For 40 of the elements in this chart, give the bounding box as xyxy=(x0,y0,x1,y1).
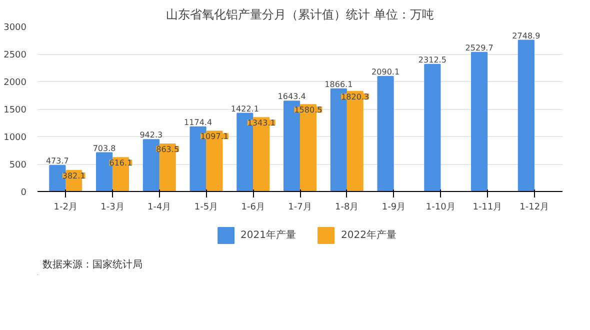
y-tick-label: 1000 xyxy=(4,133,27,143)
x-tick-label: 1-2月 xyxy=(54,202,78,212)
legend-label: 2021年产量 xyxy=(240,228,296,242)
data-label: 2090.1 xyxy=(372,68,400,77)
x-tick-label: 1-4月 xyxy=(148,202,172,212)
legend-label: 2022年产量 xyxy=(341,228,396,242)
data-label: 2748.9 xyxy=(512,31,540,40)
x-tick-label: 1-5月 xyxy=(194,202,218,212)
x-tick-label: 1-6月 xyxy=(241,202,265,212)
data-label: 1580.5 xyxy=(294,106,322,115)
data-label: 473.7 xyxy=(46,156,69,166)
data-label: 1820.3 xyxy=(341,92,370,102)
y-tick-label: 2000 xyxy=(4,78,27,88)
y-tick-label: 3000 xyxy=(4,23,27,33)
data-label: 1643.4 xyxy=(278,92,306,102)
x-tick-label: 1-11月 xyxy=(472,202,502,212)
data-label: 1174.4 xyxy=(184,118,212,127)
chart-title: 山东省氧化铝产量分月（累计值）统计 单位：万吨 xyxy=(166,8,434,22)
y-tick-label: 0 xyxy=(20,188,27,198)
y-tick-label: 2500 xyxy=(4,50,27,60)
data-label: 616.1 xyxy=(109,158,132,168)
x-tick-label: 1-3月 xyxy=(100,202,124,212)
data-label: 1343.1 xyxy=(247,118,276,128)
x-tick-label: 1-10月 xyxy=(426,202,456,212)
y-tick-label: 500 xyxy=(9,160,27,170)
data-label: 1866.1 xyxy=(324,80,353,89)
x-tick-label: 1-9月 xyxy=(382,202,406,212)
data-label: 382.1 xyxy=(62,171,86,180)
data-label: 2312.5 xyxy=(418,55,446,64)
y-tick-label: 1500 xyxy=(4,106,27,116)
x-tick-label: 1-8月 xyxy=(335,202,359,212)
x-tick-label: 1-7月 xyxy=(288,202,312,212)
x-tick-label: 1-12月 xyxy=(520,202,550,212)
data-label: 942.3 xyxy=(140,130,163,140)
data-label: 703.8 xyxy=(92,144,116,153)
data-label: 2529.7 xyxy=(465,43,494,52)
data-label: 1097.1 xyxy=(200,132,228,142)
data-label: 1422.1 xyxy=(230,104,259,114)
source-note: 数据来源：国家统计局 xyxy=(42,258,142,270)
data-label: 863.5 xyxy=(156,145,180,154)
